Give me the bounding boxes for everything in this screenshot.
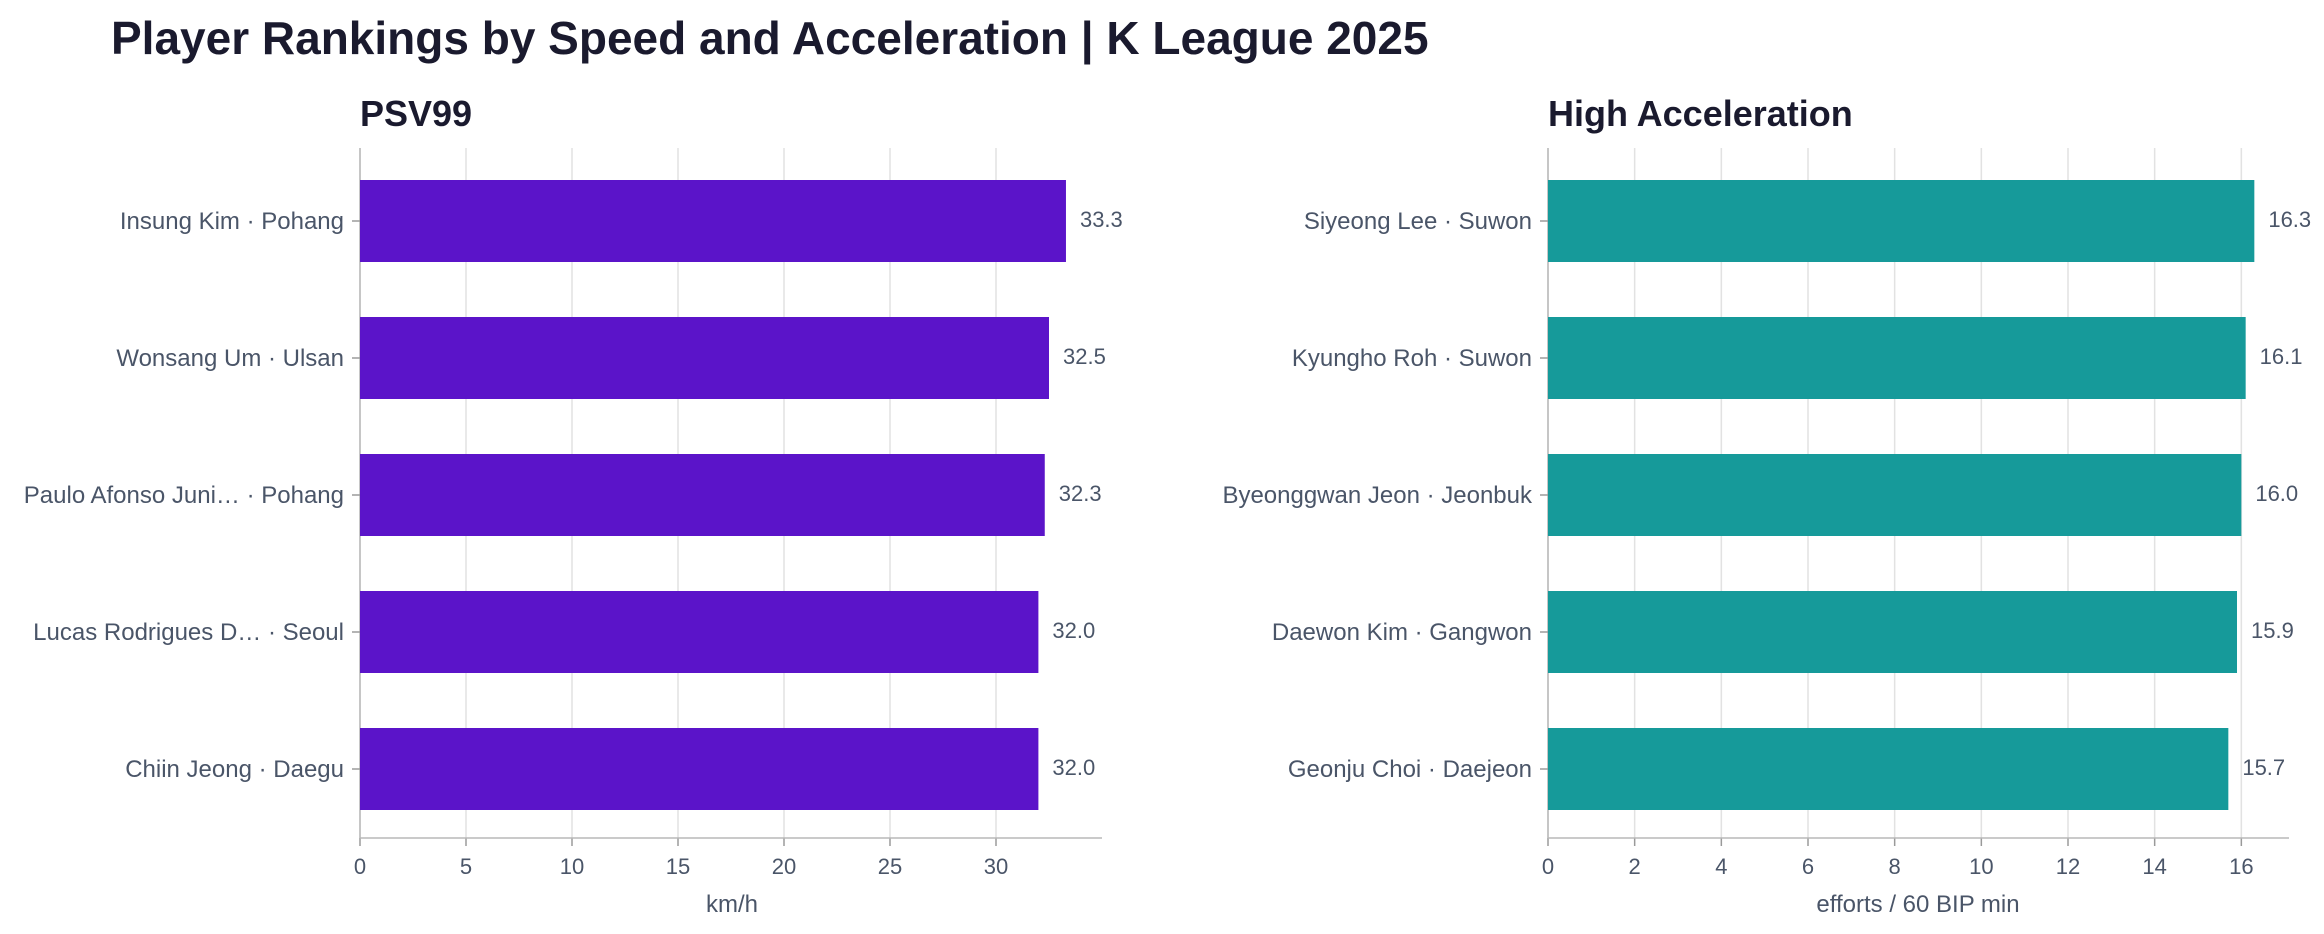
x-tick-label: 0 (1542, 854, 1554, 879)
bar (1548, 591, 2237, 673)
data-label: 16.0 (2255, 481, 2298, 506)
data-label: 32.5 (1063, 344, 1106, 369)
category-label: Wonsang Um · Ulsan (116, 345, 344, 372)
category-label: Geonju Choi · Daejeon (1288, 756, 1532, 783)
category-label: Lucas Rodrigues D… · Seoul (33, 619, 344, 646)
bar (360, 180, 1066, 262)
bar (1548, 317, 2246, 399)
x-tick-label: 8 (1889, 854, 1901, 879)
bar (360, 454, 1045, 536)
x-tick-label: 12 (2056, 854, 2080, 879)
data-label: 15.7 (2242, 755, 2285, 780)
x-tick-label: 5 (460, 854, 472, 879)
x-tick-label: 6 (1802, 854, 1814, 879)
x-tick-label: 30 (984, 854, 1008, 879)
x-tick-label: 20 (772, 854, 796, 879)
category-label: Byeonggwan Jeon · Jeonbuk (1222, 482, 1533, 509)
x-tick-label: 14 (2142, 854, 2166, 879)
category-label: Daewon Kim · Gangwon (1272, 619, 1532, 646)
category-label: Chiin Jeong · Daegu (125, 756, 344, 783)
x-tick-label: 0 (354, 854, 366, 879)
panel-psv99: PSV99 km/h 0 5 10 15 20 25 30 Insung Kim · Poha… (24, 93, 1123, 918)
data-label: 32.0 (1052, 618, 1095, 643)
data-label: 15.9 (2251, 618, 2294, 643)
bar (1548, 454, 2242, 536)
x-tick-label: 10 (1969, 854, 1993, 879)
x-tick-label: 16 (2229, 854, 2253, 879)
x-tick-label: 4 (1715, 854, 1727, 879)
data-label: 16.3 (2268, 207, 2311, 232)
bar (1548, 728, 2229, 810)
x-tick-label: 2 (1629, 854, 1641, 879)
x-axis-label: efforts / 60 BIP min (1816, 891, 2019, 918)
data-label: 16.1 (2260, 344, 2303, 369)
category-label: Insung Kim · Pohang (120, 208, 344, 235)
bar (1548, 180, 2255, 262)
panel-title: High Acceleration (1548, 93, 1853, 134)
panel-title: PSV99 (360, 93, 472, 134)
category-label: Kyungho Roh · Suwon (1292, 345, 1532, 372)
bar (360, 591, 1039, 673)
x-tick-label: 15 (666, 854, 690, 879)
data-label: 32.3 (1059, 481, 1102, 506)
data-label: 33.3 (1080, 207, 1123, 232)
category-label: Paulo Afonso Juni… · Pohang (24, 482, 344, 509)
x-tick-label: 10 (560, 854, 584, 879)
bar (360, 728, 1039, 810)
x-axis-label: km/h (706, 891, 758, 918)
category-label: Siyeong Lee · Suwon (1304, 208, 1532, 235)
panel-high-acceleration: High Acceleration efforts / 60 BIP min 0… (1222, 93, 2311, 918)
data-label: 32.0 (1052, 755, 1095, 780)
main-title: Player Rankings by Speed and Acceleratio… (111, 12, 1429, 64)
bar (360, 317, 1049, 399)
x-tick-label: 25 (878, 854, 902, 879)
